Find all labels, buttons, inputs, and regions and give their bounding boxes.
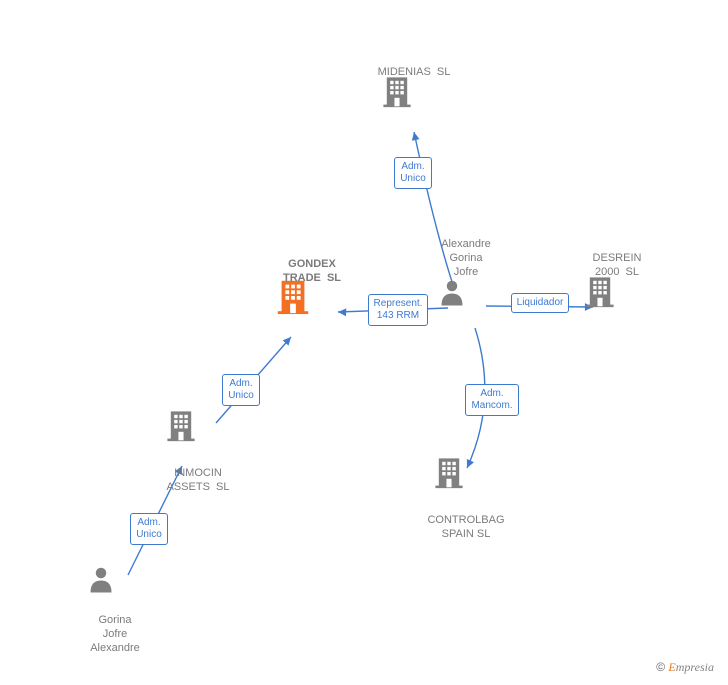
footer: © Empresia [656,660,714,675]
brand-rest: mpresia [676,660,714,674]
edge-label: Adm. Unico [222,374,260,406]
person-icon [86,564,116,599]
node-label-inmocin: INMOCIN ASSETS SL [148,467,248,495]
node-label-alexandre: Alexandre Gorina Jofre [416,238,516,279]
edge-label: Liquidador [511,293,570,313]
edge-label: Adm. Mancom. [465,384,518,416]
diagram-canvas: GONDEX TRADE SL MIDENIAS SL DESREIN 2000… [0,0,728,685]
building-icon [164,408,198,447]
node-label-desrein: DESREIN 2000 SL [567,252,667,280]
building-icon [583,274,617,313]
node-label-gorina2: Gorina Jofre Alexandre [65,614,165,655]
building-icon [380,74,414,113]
node-label-controlbag: CONTROLBAG SPAIN SL [406,514,526,542]
node-label-gondex: GONDEX TRADE SL [267,258,357,286]
building-icon [432,455,466,494]
copyright-symbol: © [656,660,665,674]
edge-label: Represent. 143 RRM [368,294,429,326]
edge-label: Adm. Unico [394,157,432,189]
edge-label: Adm. Unico [130,513,168,545]
person-icon [437,277,467,312]
brand-first-letter: E [668,660,675,674]
node-label-midenias: MIDENIAS SL [354,66,474,80]
